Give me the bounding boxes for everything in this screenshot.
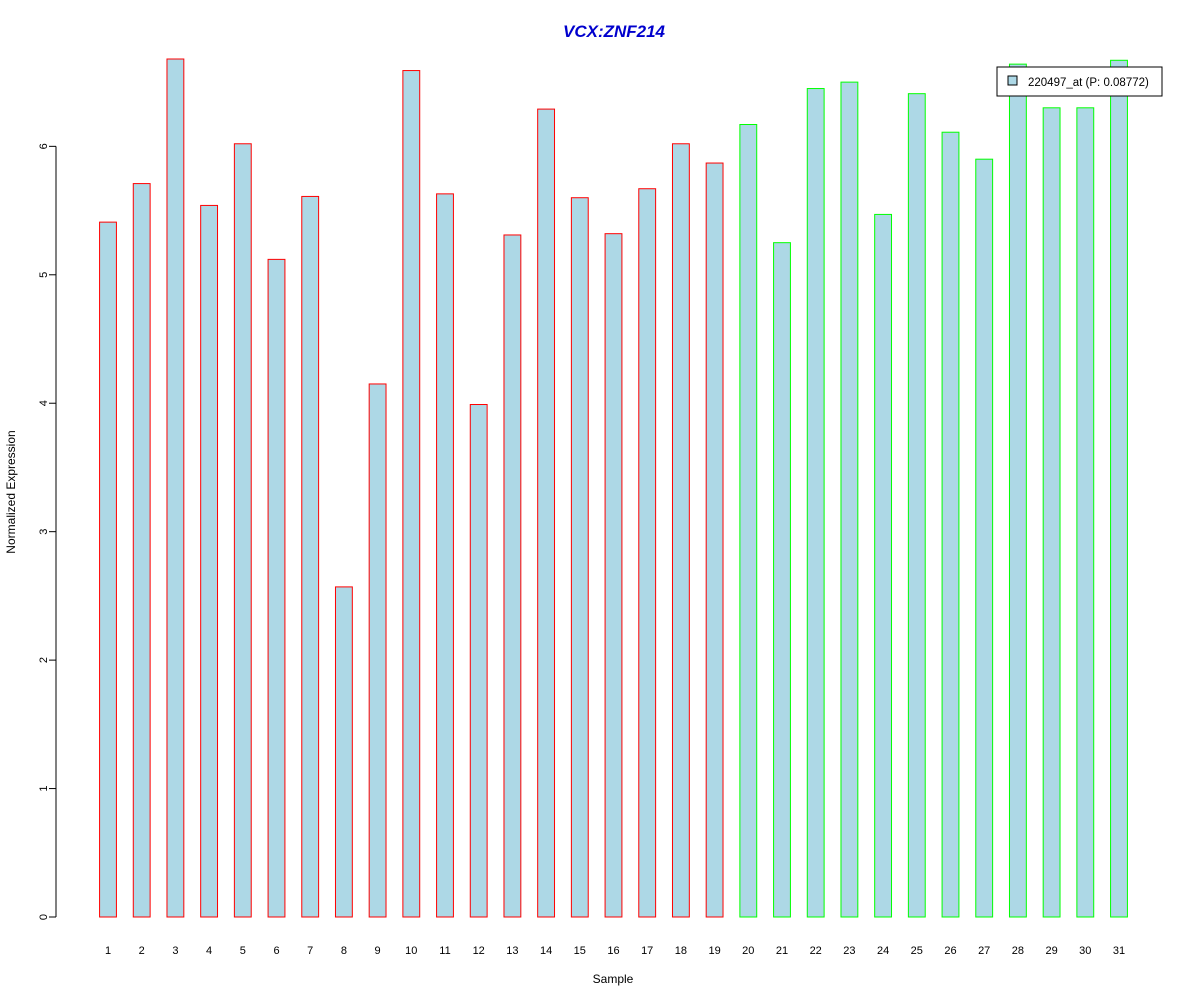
x-tick-label: 20 xyxy=(742,945,754,957)
y-tick-label: 3 xyxy=(38,529,50,535)
bar xyxy=(1008,63,1027,918)
bar xyxy=(132,183,151,918)
x-tick-label: 2 xyxy=(139,945,145,957)
bar xyxy=(638,188,657,918)
x-tick-label: 10 xyxy=(405,945,417,957)
y-axis: 0 1 2 3 4 5 6 xyxy=(38,143,57,920)
bar xyxy=(907,93,926,918)
y-tick-label: 5 xyxy=(38,272,50,278)
bar xyxy=(840,81,859,918)
bar xyxy=(200,204,219,918)
x-tick-label: 13 xyxy=(506,945,518,957)
x-tick-label: 23 xyxy=(843,945,855,957)
bar xyxy=(773,242,791,918)
x-tick-label: 28 xyxy=(1012,945,1024,957)
x-tick-label: 31 xyxy=(1113,945,1125,957)
chart-title: VCX:ZNF214 xyxy=(563,22,666,41)
x-tick-label: 6 xyxy=(273,945,279,957)
x-axis-tick-labels: 1 2 3 4 5 6 7 8 9 10 11 12 13 14 15 16 17 18 19 20 21 22 23 24 2… xyxy=(105,945,1125,957)
y-tick-label: 6 xyxy=(38,143,50,149)
bar xyxy=(402,70,421,918)
y-tick-label: 1 xyxy=(38,785,50,791)
bar xyxy=(503,234,522,918)
bar xyxy=(301,195,320,918)
legend-label: 220497_at (P: 0.08772) xyxy=(1028,77,1149,89)
bar xyxy=(1042,107,1061,918)
bar xyxy=(166,58,185,918)
x-tick-label: 9 xyxy=(375,945,381,957)
bar xyxy=(671,143,690,918)
x-tick-label: 16 xyxy=(607,945,619,957)
x-tick-label: 21 xyxy=(776,945,788,957)
bar xyxy=(874,213,893,918)
x-tick-label: 11 xyxy=(439,945,450,957)
x-tick-label: 7 xyxy=(307,945,313,957)
x-tick-label: 15 xyxy=(574,945,586,957)
x-axis-label: Sample xyxy=(593,972,634,986)
x-tick-label: 5 xyxy=(240,945,246,957)
bar xyxy=(570,197,589,918)
y-tick-label: 0 xyxy=(38,914,50,920)
bar xyxy=(806,88,825,918)
bar xyxy=(604,233,623,918)
x-tick-label: 17 xyxy=(641,945,653,957)
x-tick-label: 19 xyxy=(708,945,720,957)
bar xyxy=(267,258,286,918)
x-tick-label: 14 xyxy=(540,945,552,957)
y-tick-label: 4 xyxy=(38,400,50,406)
x-tick-label: 3 xyxy=(172,945,178,957)
x-tick-label: 18 xyxy=(675,945,687,957)
bar xyxy=(99,221,117,918)
bar xyxy=(1076,107,1095,918)
bar xyxy=(334,586,353,918)
legend-swatch xyxy=(1007,75,1018,86)
x-tick-label: 30 xyxy=(1079,945,1091,957)
y-tick-label: 2 xyxy=(38,657,50,663)
bar xyxy=(739,124,758,918)
bar xyxy=(941,131,960,918)
bar xyxy=(537,108,556,918)
bar xyxy=(975,158,994,918)
x-tick-label: 1 xyxy=(105,945,111,957)
x-tick-label: 29 xyxy=(1045,945,1057,957)
bar xyxy=(368,383,387,918)
x-tick-label: 26 xyxy=(944,945,956,957)
x-tick-label: 4 xyxy=(206,945,212,957)
x-tick-label: 8 xyxy=(341,945,347,957)
bar xyxy=(436,193,454,918)
x-tick-label: 22 xyxy=(810,945,822,957)
y-axis-label: Normalized Expression xyxy=(4,430,18,553)
bars xyxy=(99,58,1128,918)
legend: 220497_at (P: 0.08772) xyxy=(996,66,1163,97)
bar xyxy=(233,143,252,918)
bar xyxy=(469,404,488,918)
x-tick-label: 27 xyxy=(978,945,990,957)
x-tick-label: 25 xyxy=(911,945,923,957)
x-tick-label: 12 xyxy=(473,945,485,957)
bar xyxy=(1110,59,1128,918)
bar xyxy=(705,162,724,918)
legend-box xyxy=(996,66,1163,97)
x-tick-label: 24 xyxy=(877,945,889,957)
